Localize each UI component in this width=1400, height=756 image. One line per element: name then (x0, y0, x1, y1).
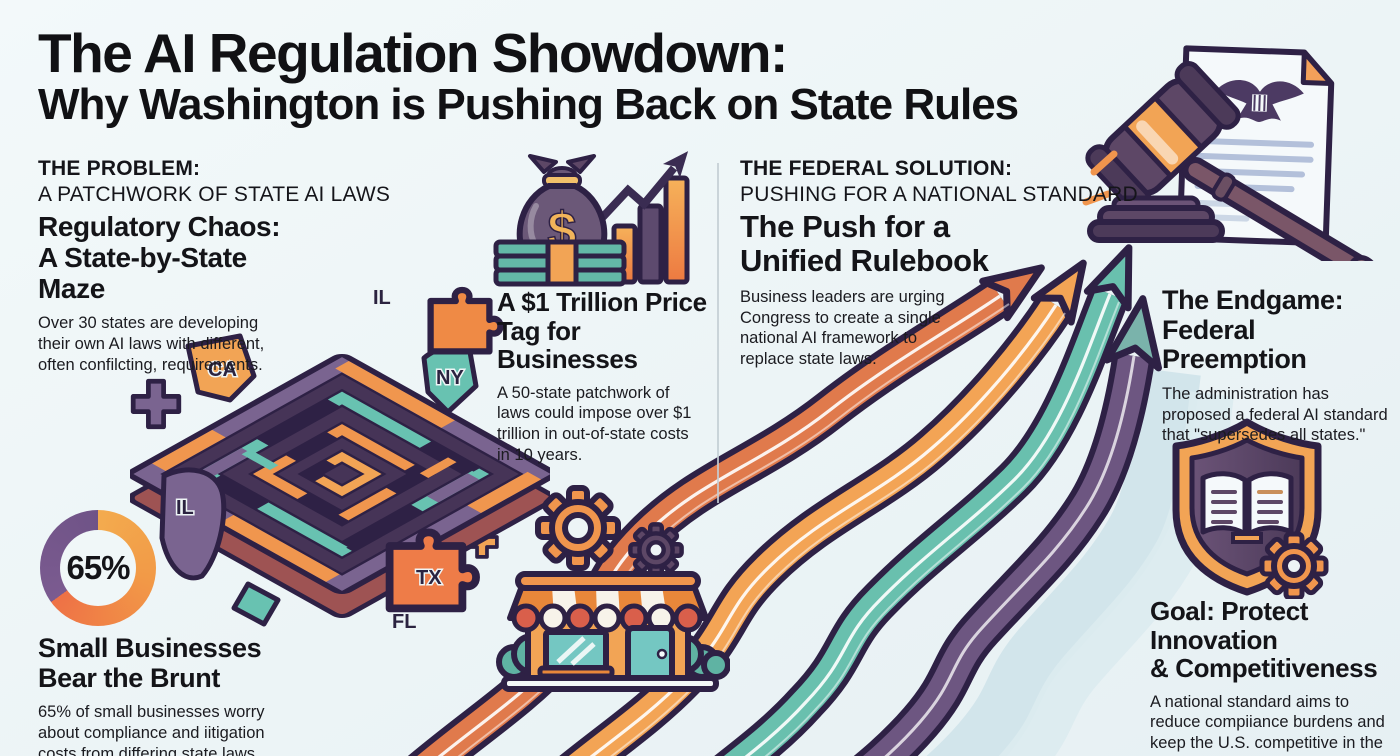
endgame-heading: The Endgame: Federal Preemption (1162, 285, 1344, 375)
shield-rulebook-icon (1172, 418, 1329, 599)
money-bag-icon: $ (493, 151, 690, 287)
maze-top (130, 353, 550, 595)
section-unified-rulebook: The Push for a Unified Rulebook Business… (740, 209, 1000, 370)
puzzle-piece-icon (427, 286, 504, 355)
cash-stack-icon (493, 239, 627, 287)
title-line2: Why Washington is Pushing Back on State … (38, 80, 1019, 129)
arrow-state-path-3 (714, 244, 1133, 756)
gear-icon (628, 522, 684, 578)
price-heading: A $1 Trillion Price Tag for Businesses (497, 287, 707, 375)
store-window (537, 629, 615, 679)
section-goal: Goal: Protect Innovation & Competitivene… (1150, 597, 1400, 756)
goal-heading: Goal: Protect Innovation & Competitivene… (1150, 596, 1378, 684)
arrow-state-path-2 (559, 259, 1087, 756)
regulatory-body: Over 30 states are developing their own … (38, 314, 265, 374)
storefront-icon (496, 485, 730, 692)
maze-label-il-top: IL (373, 287, 391, 309)
maze-label-fl: FL (392, 611, 416, 633)
section-endgame: The Endgame: Federal Preemption The admi… (1162, 285, 1397, 446)
donut-hole: 65% (60, 530, 136, 606)
bar-growth-icon (597, 151, 690, 285)
puzzle-piece-tx (385, 528, 480, 613)
title-line1: The AI Regulation Showdown: (38, 22, 788, 84)
state-shape-ca (185, 333, 257, 403)
arrow-federal-path (853, 295, 1162, 756)
section-regulatory-chaos: Regulatory Chaos: A State-by-State Maze … (38, 211, 298, 375)
gavel-icon (1082, 45, 1377, 261)
maze-label-ca: CA (208, 359, 237, 381)
page-title: The AI Regulation Showdown: Why Washingt… (38, 22, 1019, 129)
rulebook-heading: The Push for a Unified Rulebook (740, 209, 989, 279)
arrow-shadow (926, 368, 1201, 756)
donut-stat: 65% (66, 549, 130, 586)
state-shape-il (159, 467, 227, 581)
section-small-business: Small Businesses Bear the Brunt 65% of s… (38, 633, 288, 756)
store-awning (507, 571, 709, 633)
endgame-body: The administration has proposed a federa… (1162, 385, 1388, 445)
sound-block (1087, 195, 1225, 243)
plus-piece-icon (130, 378, 182, 430)
gavel-head (1085, 61, 1241, 213)
small-business-heading: Small Businesses Bear the Brunt (38, 633, 262, 693)
store-platform (501, 675, 719, 692)
goal-body: A national standard aims to reduce compi… (1150, 692, 1385, 756)
store-door (625, 625, 675, 683)
problem-kicker: THE PROBLEM: A PATCHWORK OF STATE AI LAW… (38, 157, 391, 206)
maze-label-il: IL (176, 497, 194, 519)
impact-sparks (1082, 150, 1118, 206)
donut-chart-65: 65% (40, 510, 156, 626)
state-maze-illustration: IL CA NY IL TX FL (130, 286, 550, 635)
gear-icon (535, 485, 621, 571)
solution-kicker: THE FEDERAL SOLUTION: PUSHING FOR A NATI… (740, 157, 1138, 206)
maze-label-tx: TX (416, 567, 442, 589)
regulatory-heading: Regulatory Chaos: A State-by-State Maze (38, 211, 281, 304)
gear-icon (1259, 531, 1329, 599)
maze-label-ny: NY (436, 367, 464, 389)
section-price-tag: A $1 Trillion Price Tag for Businesses A… (497, 288, 717, 465)
column-divider (717, 163, 719, 503)
small-business-body: 65% of small businesses worry about comp… (38, 703, 265, 756)
rulebook-body: Business leaders are urging Congress to … (740, 288, 945, 369)
price-body: A 50-state patchwork of laws could impos… (497, 383, 692, 464)
tetromino-piece (231, 581, 281, 627)
eagle-emblem (1215, 80, 1304, 122)
